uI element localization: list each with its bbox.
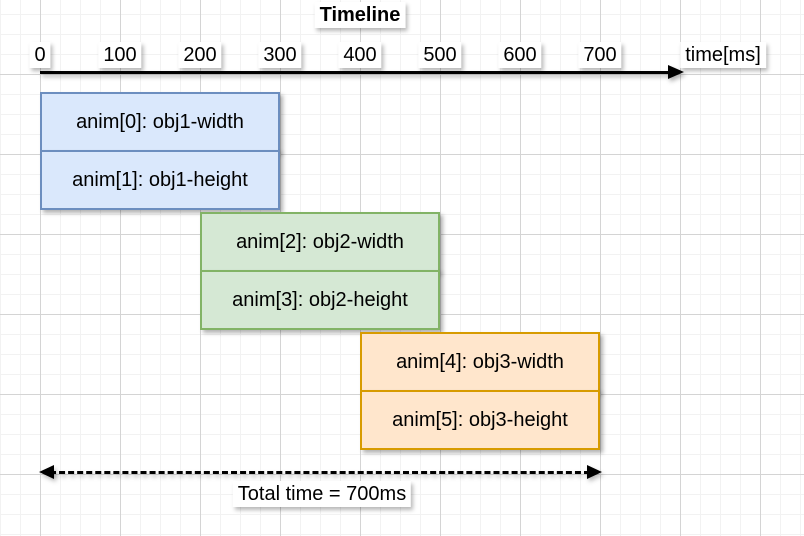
axis-arrowhead [668,65,684,79]
bar-group-obj2: anim[2]: obj2-width anim[3]: obj2-height [200,212,440,330]
total-time-arrow[interactable] [50,471,590,474]
total-arrowhead-left [39,465,54,479]
total-time-label: Total time = 700ms [232,481,412,507]
axis-tick-300: 300 [258,42,302,68]
anim-bar-obj3-0[interactable]: anim[4]: obj3-width [360,332,600,392]
anim-bar-obj1-1[interactable]: anim[1]: obj1-height [40,150,280,210]
axis-tick-500: 500 [418,42,462,68]
axis-tick-400: 400 [338,42,382,68]
anim-bar-obj3-1[interactable]: anim[5]: obj3-height [360,390,600,450]
axis-tick-0: 0 [29,42,51,68]
axis-tick-100: 100 [98,42,142,68]
diagram-title: Timeline [314,2,406,28]
anim-bar-obj2-0[interactable]: anim[2]: obj2-width [200,212,440,272]
axis-unit-label: time[ms] [680,42,766,68]
bar-group-obj1: anim[0]: obj1-width anim[1]: obj1-height [40,92,280,210]
axis-tick-600: 600 [498,42,542,68]
axis-tick-700: 700 [578,42,622,68]
anim-bar-obj2-1[interactable]: anim[3]: obj2-height [200,270,440,330]
bar-group-obj3: anim[4]: obj3-width anim[5]: obj3-height [360,332,600,450]
timeline-axis-line[interactable] [40,71,670,74]
axis-tick-200: 200 [178,42,222,68]
total-arrowhead-right [587,465,602,479]
anim-bar-obj1-0[interactable]: anim[0]: obj1-width [40,92,280,152]
